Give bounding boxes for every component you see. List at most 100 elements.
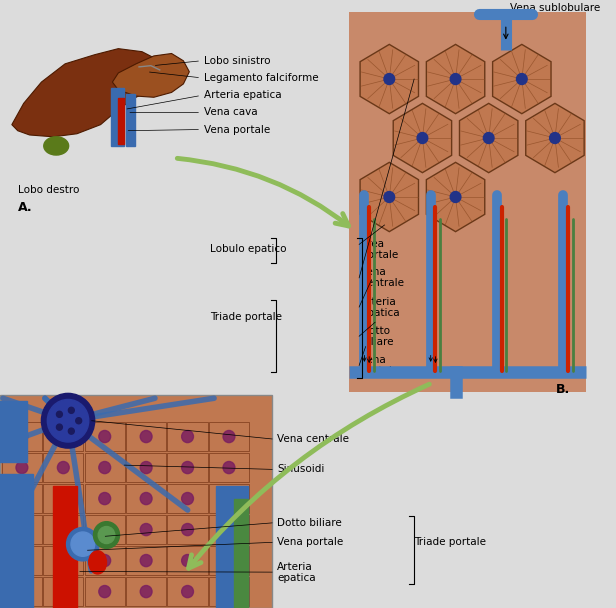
Circle shape: [182, 554, 193, 567]
Bar: [126, 94, 135, 146]
Ellipse shape: [44, 137, 68, 155]
Polygon shape: [393, 103, 452, 173]
Text: Vena portale: Vena portale: [204, 125, 270, 134]
Circle shape: [140, 461, 152, 474]
Bar: [168, 484, 208, 513]
Circle shape: [57, 424, 62, 430]
Bar: [209, 422, 249, 451]
Bar: [2, 484, 42, 513]
Text: Arteria epatica: Arteria epatica: [204, 91, 282, 100]
Circle shape: [384, 192, 395, 202]
Circle shape: [182, 523, 193, 536]
Text: Dotto: Dotto: [361, 326, 390, 336]
Circle shape: [516, 74, 527, 85]
Bar: [0, 395, 272, 608]
Text: epatica: epatica: [277, 573, 315, 582]
Text: Dotto biliare: Dotto biliare: [277, 518, 342, 528]
Bar: [126, 422, 166, 451]
Circle shape: [47, 399, 89, 442]
Circle shape: [549, 133, 561, 143]
Polygon shape: [426, 44, 485, 114]
Circle shape: [99, 554, 111, 567]
Circle shape: [68, 407, 75, 413]
Text: Vena portale: Vena portale: [277, 537, 343, 547]
Bar: [209, 546, 249, 575]
Bar: [43, 546, 83, 575]
Bar: [126, 453, 166, 482]
Bar: [126, 515, 166, 544]
Circle shape: [140, 586, 152, 598]
Polygon shape: [360, 162, 418, 232]
Bar: [0, 474, 33, 608]
Bar: [126, 546, 166, 575]
Bar: [43, 515, 83, 544]
Circle shape: [76, 418, 82, 424]
Bar: [0, 401, 26, 462]
Polygon shape: [493, 44, 551, 114]
Circle shape: [182, 430, 193, 443]
Bar: [209, 453, 249, 482]
Bar: [84, 546, 125, 575]
Text: Vena: Vena: [361, 268, 387, 277]
Bar: [43, 577, 83, 606]
Bar: [84, 577, 125, 606]
Circle shape: [16, 554, 28, 567]
Circle shape: [16, 523, 28, 536]
Circle shape: [16, 492, 28, 505]
Text: portale: portale: [361, 250, 398, 260]
Circle shape: [182, 461, 193, 474]
Text: centrale: centrale: [361, 278, 404, 288]
Polygon shape: [460, 103, 518, 173]
Text: Triade portale: Triade portale: [414, 537, 486, 547]
Circle shape: [223, 554, 235, 567]
Bar: [349, 12, 586, 392]
Circle shape: [223, 492, 235, 505]
Polygon shape: [360, 44, 418, 114]
Ellipse shape: [89, 551, 107, 574]
Circle shape: [182, 586, 193, 598]
Bar: [111, 88, 124, 146]
Circle shape: [99, 523, 111, 536]
Polygon shape: [426, 162, 485, 232]
Bar: [84, 422, 125, 451]
Circle shape: [94, 522, 120, 548]
Circle shape: [140, 554, 152, 567]
Circle shape: [384, 74, 395, 85]
Circle shape: [223, 430, 235, 443]
Bar: [168, 422, 208, 451]
Text: Area: Area: [361, 240, 385, 249]
Text: Vena centrale: Vena centrale: [277, 434, 349, 444]
Text: A.: A.: [18, 201, 33, 215]
Bar: [209, 577, 249, 606]
Circle shape: [57, 411, 62, 417]
Bar: [168, 515, 208, 544]
Bar: [2, 453, 42, 482]
Bar: [2, 515, 42, 544]
Bar: [84, 453, 125, 482]
Circle shape: [99, 430, 111, 443]
Circle shape: [57, 461, 69, 474]
Bar: [233, 499, 248, 608]
Circle shape: [140, 430, 152, 443]
Bar: [168, 453, 208, 482]
Bar: [118, 98, 124, 144]
Text: Vena: Vena: [361, 355, 387, 365]
Bar: [43, 422, 83, 451]
Circle shape: [223, 523, 235, 536]
Bar: [209, 484, 249, 513]
Text: Arteria: Arteria: [361, 297, 397, 306]
Text: Lobo sinistro: Lobo sinistro: [204, 56, 270, 66]
Text: epatica: epatica: [361, 308, 400, 317]
Circle shape: [223, 586, 235, 598]
Circle shape: [16, 586, 28, 598]
Bar: [216, 486, 248, 608]
Bar: [2, 422, 42, 451]
Circle shape: [223, 461, 235, 474]
Bar: [168, 546, 208, 575]
Circle shape: [99, 461, 111, 474]
Circle shape: [417, 133, 428, 143]
Bar: [2, 577, 42, 606]
Bar: [84, 515, 125, 544]
Bar: [43, 484, 83, 513]
Text: C.: C.: [18, 588, 31, 601]
